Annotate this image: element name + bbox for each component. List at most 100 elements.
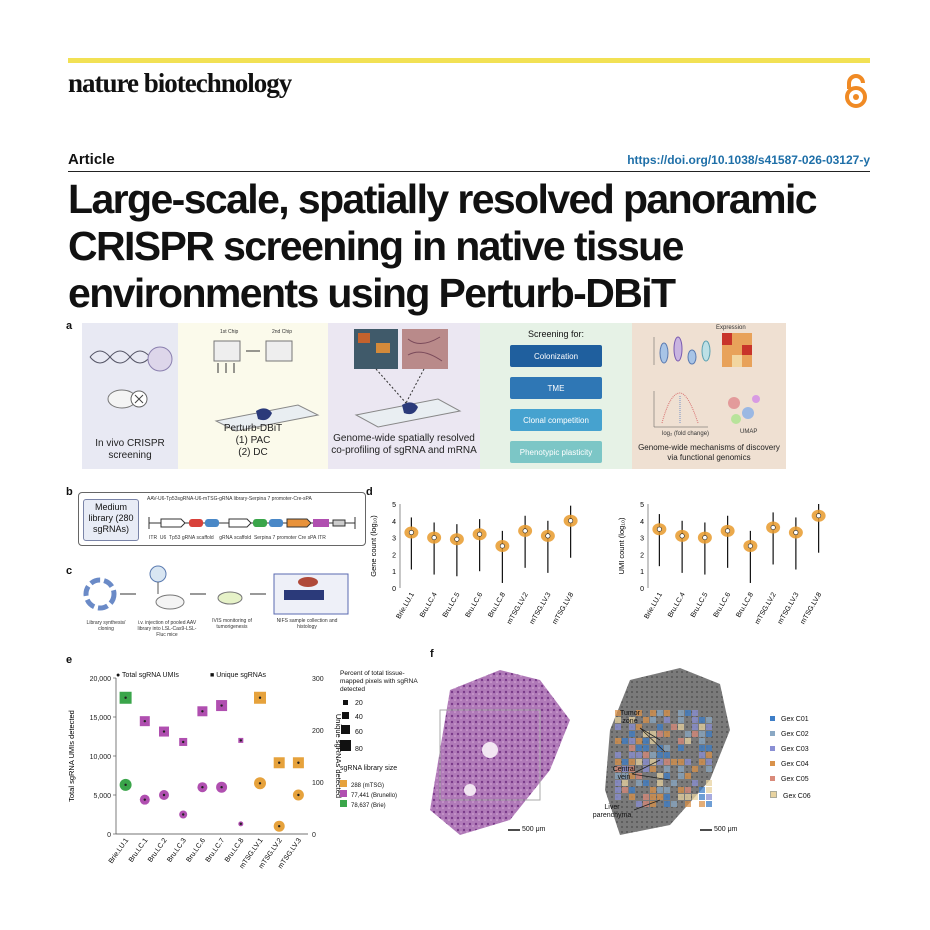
doi-link[interactable]: https://doi.org/10.1038/s41587-026-03127… — [627, 153, 870, 167]
square-center-dot — [162, 730, 166, 733]
cluster-pixel — [692, 794, 698, 800]
cluster-pixel — [650, 794, 656, 800]
screening-item-colonization[interactable]: Colonization — [510, 345, 602, 367]
cluster-pixel — [643, 759, 649, 765]
library-size-box: Medium library (280 sgRNAs) — [83, 499, 139, 541]
circle-center-dot — [278, 825, 281, 828]
cluster-pixel — [629, 745, 635, 751]
cluster-pixel — [664, 801, 670, 807]
violin-median — [770, 525, 776, 531]
cluster-pixel — [650, 759, 656, 765]
cluster-pixel — [685, 787, 691, 793]
chip-slide-illustration — [213, 340, 320, 432]
square-center-dot — [201, 710, 204, 713]
cluster-pixel — [643, 752, 649, 758]
cluster-pixel — [706, 731, 712, 737]
violin-median — [747, 543, 753, 549]
cluster-pixel — [664, 787, 670, 793]
y2-tick-label: 300 — [312, 676, 324, 683]
construct-name: AAV-U6-Tp53sgRNA-U6-mTSG-gRNA library-Se… — [147, 496, 312, 502]
cluster-pixel — [678, 759, 684, 765]
cluster-pixel — [664, 745, 670, 751]
cluster-pixel — [699, 717, 705, 723]
circle-center-dot — [182, 813, 185, 816]
workflow-step-3: IVIS monitoring of tumorigenesis — [212, 618, 252, 630]
pct-legend: 20 40 60 80 — [340, 700, 363, 754]
square-center-dot — [258, 696, 262, 699]
cluster-pixel — [650, 801, 656, 807]
chip2-label: 2nd Chip — [272, 329, 293, 335]
circle-center-dot — [258, 782, 262, 785]
cluster-pixel — [629, 787, 635, 793]
y-axis-label: Gene count (log₁₀) — [369, 515, 378, 577]
cluster-pixel — [615, 787, 621, 793]
cluster-pixel — [643, 738, 649, 744]
x-tick-label: mTSG.LV.3 — [777, 591, 801, 625]
cluster-pixel — [615, 780, 621, 786]
y-tick-label: 5,000 — [93, 793, 111, 800]
analysis-plots — [653, 333, 760, 428]
y-tick-label: 0 — [107, 832, 111, 839]
y-tick-label: 1 — [392, 569, 396, 576]
y-axis-label: Total sgRNA UMIs detected — [67, 710, 76, 802]
cluster-legend: Gex C01 Gex C02 Gex C03 Gex C04 Gex C05 … — [770, 716, 811, 806]
y-tick-label: 5 — [392, 502, 396, 509]
heatmap — [722, 333, 752, 367]
article-type: Article — [68, 151, 115, 168]
circle-center-dot — [143, 798, 146, 801]
cluster-pixel — [636, 801, 642, 807]
cluster-pixel — [706, 759, 712, 765]
screening-item-tme[interactable]: TME — [510, 377, 602, 399]
y2-axis-label: Unique sgRNAs detected — [334, 714, 343, 798]
cluster-pixel — [629, 752, 635, 758]
square-center-dot — [239, 739, 242, 742]
cluster-pixel — [657, 794, 663, 800]
cluster-pixel — [615, 717, 621, 723]
cluster-pixel — [671, 801, 677, 807]
cluster-pixel — [699, 745, 705, 751]
workflow-step-4: NIFS sample collection and histology — [276, 618, 338, 630]
cluster-pixel — [692, 731, 698, 737]
square-center-dot — [124, 696, 127, 699]
x-tick-label: Bru.LC.6 — [712, 591, 732, 619]
cluster-pixel — [657, 752, 663, 758]
library-legend: 288 (mTSG) 77,441 (Brunello) 78,637 (Bri… — [340, 780, 397, 810]
x-tick-label: Brie.LU.1 — [643, 591, 664, 620]
cluster-pixel — [629, 717, 635, 723]
cluster-pixel — [636, 745, 642, 751]
cluster-pixel — [699, 724, 705, 730]
y-tick-label: 15,000 — [90, 715, 112, 722]
cluster-pixel — [615, 710, 621, 716]
violin-median — [454, 536, 460, 542]
cluster-pixel — [678, 773, 684, 779]
cluster-pixel — [657, 745, 663, 751]
cluster-pixel — [615, 759, 621, 765]
cluster-pixel — [692, 766, 698, 772]
cluster-pixel — [657, 787, 663, 793]
screening-item-clonal-competition[interactable]: Clonal competition — [510, 409, 602, 431]
article-title: Large-scale, spatially resolved panorami… — [68, 176, 818, 316]
y2-tick-label: 0 — [312, 832, 316, 839]
journal-name[interactable]: nature biotechnology — [68, 68, 292, 98]
cluster-pixel — [706, 717, 712, 723]
panel-f-label: f — [430, 648, 434, 660]
cluster-pixel — [650, 717, 656, 723]
screening-item-phenotypic-plasticity[interactable]: Phenotypic plasticity — [510, 441, 602, 463]
tissue-images — [354, 329, 462, 428]
panel-b-label: b — [66, 486, 73, 498]
volcano-plot — [653, 391, 708, 428]
step1-caption: In vivo CRISPR screening — [95, 438, 165, 461]
y-tick-label: 0 — [392, 586, 396, 593]
x-tick-label: Bru.LC.6 — [464, 591, 484, 619]
step5-caption: Genome-wide mechanisms of discovery via … — [638, 443, 780, 462]
chip1-label: 1st Chip — [220, 329, 239, 335]
cluster-pixel — [678, 787, 684, 793]
open-access-lock-icon[interactable] — [840, 74, 872, 108]
scale-bar-right: 500 μm — [714, 826, 738, 833]
cluster-pixel — [706, 794, 712, 800]
x-tick-label: mTSG.LV.3 — [529, 591, 553, 625]
x-tick-label: Brie.LU.1 — [395, 591, 416, 620]
violin-median — [793, 530, 799, 536]
cluster-pixel — [657, 710, 663, 716]
cluster-pixel — [678, 745, 684, 751]
